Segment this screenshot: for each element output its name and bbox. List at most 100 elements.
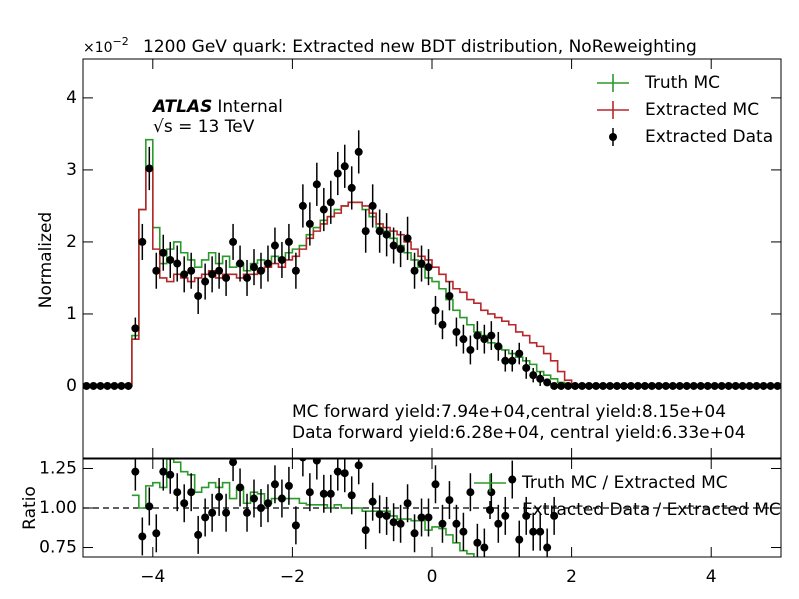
x-tick-label: −4 [140, 567, 165, 587]
data-point [417, 513, 426, 522]
data-point [340, 469, 349, 478]
data-point [222, 508, 231, 517]
data-point [347, 491, 356, 500]
data-point [738, 381, 747, 390]
data-point [515, 349, 524, 358]
data-point [347, 183, 356, 192]
data-point [299, 459, 307, 462]
data-point [592, 381, 601, 390]
data-point [312, 180, 321, 189]
data-point [103, 381, 112, 390]
data-point [445, 496, 454, 505]
data-point [529, 527, 538, 536]
data-point [529, 371, 538, 380]
data-point [117, 381, 126, 390]
data-point [250, 263, 259, 272]
data-point [445, 291, 454, 300]
data-point [585, 381, 594, 390]
x-tick-label: −2 [280, 567, 305, 587]
data-point [250, 494, 259, 503]
data-point [277, 255, 286, 264]
data-point [201, 513, 210, 522]
data-point [173, 259, 182, 268]
data-point [145, 164, 154, 173]
data-point [501, 511, 510, 520]
data-point [180, 270, 189, 279]
data-point [417, 259, 426, 268]
data-point [424, 513, 433, 522]
y-axis-label: Ratio [20, 486, 40, 530]
data-point [222, 273, 231, 282]
data-point [515, 535, 524, 544]
data-point [536, 374, 545, 383]
data-point [696, 381, 705, 390]
data-point [173, 488, 182, 497]
data-point [431, 306, 440, 315]
data-point [375, 227, 384, 236]
x-tick-label: 0 [427, 567, 438, 587]
y-tick-label: 1.00 [39, 498, 77, 518]
data-point [263, 259, 272, 268]
data-point [270, 241, 279, 250]
data-point [703, 381, 712, 390]
data-point [745, 381, 754, 390]
data-point [187, 488, 196, 497]
data-point [480, 335, 489, 344]
data-point [717, 381, 726, 390]
data-point [550, 511, 559, 520]
data-point [131, 324, 140, 333]
plot-area [83, 459, 781, 557]
data-point [284, 237, 293, 246]
data-point [243, 508, 252, 517]
data-point [389, 241, 398, 250]
atlas-status: Internal [217, 97, 283, 117]
data-point [571, 381, 580, 390]
data-point [256, 504, 265, 512]
data-point [459, 527, 468, 536]
y-tick-label: 2 [66, 232, 77, 252]
data-point [110, 381, 119, 390]
data-point [389, 518, 398, 527]
data-point [263, 499, 272, 508]
data-point [612, 381, 621, 390]
data-point [291, 266, 300, 275]
y-tick-label: 3 [66, 160, 77, 180]
data-point [229, 237, 238, 246]
data-point [752, 381, 761, 390]
data-point [354, 147, 363, 156]
data-point [487, 331, 496, 340]
data-point [522, 511, 531, 520]
data-point [326, 489, 335, 498]
data-point [305, 219, 314, 228]
data-point [124, 381, 133, 390]
data-point [661, 381, 670, 390]
data-point [159, 467, 168, 476]
data-point [284, 481, 293, 490]
data-point [459, 335, 468, 344]
legend-label: Truth MC [644, 73, 720, 93]
data-point [208, 270, 217, 279]
data-point [543, 543, 552, 552]
y-tick-label: 4 [66, 88, 77, 108]
data-point [759, 381, 768, 390]
data-point [138, 237, 147, 246]
data-point [340, 162, 349, 171]
y-tick-label: 0 [66, 376, 77, 396]
axes-frame [82, 458, 782, 558]
x-tick-label: 4 [706, 567, 717, 587]
data-point [396, 519, 405, 528]
axes-frame [82, 58, 782, 459]
data-point [166, 470, 175, 479]
legend-label: Truth MC / Extracted MC [521, 473, 728, 493]
data-point [368, 497, 377, 506]
data-point [236, 259, 245, 268]
legend-label: Extracted MC [645, 100, 759, 120]
data-point [243, 273, 252, 282]
data-point [557, 381, 566, 390]
data-point [319, 489, 328, 498]
data-point [452, 327, 461, 336]
data-point [550, 381, 559, 390]
data-point [508, 475, 517, 484]
